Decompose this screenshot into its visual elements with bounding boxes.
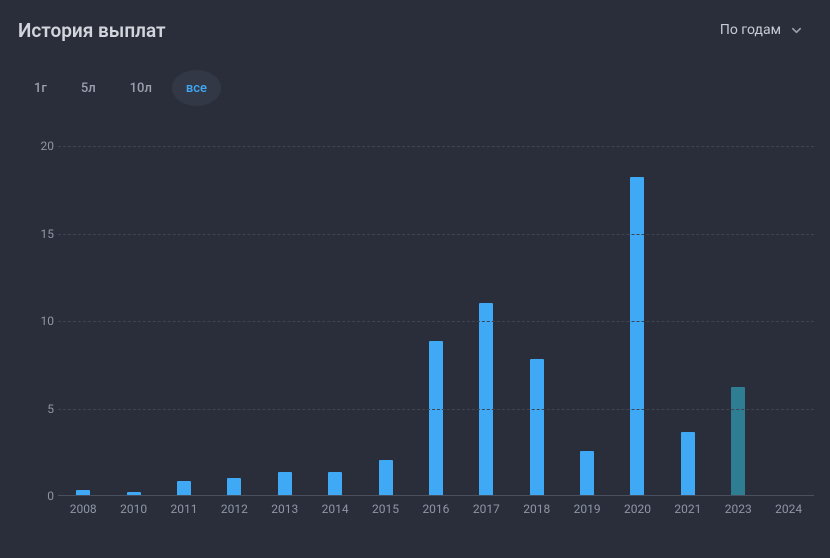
chart-bar[interactable] — [177, 481, 191, 495]
chart-gridline — [58, 321, 814, 322]
chart-xtick: 2010 — [127, 502, 141, 516]
range-button-все[interactable]: все — [172, 70, 221, 106]
chart-xtick: 2021 — [681, 502, 695, 516]
chart-xtick: 2019 — [580, 502, 594, 516]
chart-plot-area: 05101520 — [58, 146, 814, 496]
chart-bar[interactable] — [127, 492, 141, 496]
chart-xtick: 2020 — [630, 502, 644, 516]
grouping-dropdown-label: По годам — [720, 22, 781, 38]
chart-bar[interactable] — [580, 451, 594, 495]
range-selector: 1г5л10лвсе — [10, 70, 820, 106]
chart-xtick: 2018 — [530, 502, 544, 516]
chart-bar[interactable] — [227, 478, 241, 496]
chart-xtick: 2014 — [328, 502, 342, 516]
chart-gridline — [58, 146, 814, 147]
chart-ytick: 15 — [28, 227, 54, 241]
chart-xtick: 2013 — [278, 502, 292, 516]
chart-xtick: 2023 — [731, 502, 745, 516]
chart-bar[interactable] — [479, 303, 493, 496]
chart-bar[interactable] — [630, 177, 644, 496]
chart-xtick: 2012 — [227, 502, 241, 516]
grouping-dropdown[interactable]: По годам — [714, 18, 808, 42]
chart-ytick: 0 — [28, 489, 54, 503]
payout-bar-chart: 05101520 2008 2010 2011 2012 2013 2014 2015 201… — [28, 146, 818, 526]
chart-bar[interactable] — [530, 359, 544, 496]
chart-bar[interactable] — [278, 472, 292, 495]
chevron-down-icon — [791, 25, 802, 36]
chart-bar[interactable] — [328, 472, 342, 495]
chart-ytick: 20 — [28, 139, 54, 153]
chart-bar[interactable] — [429, 341, 443, 495]
chart-bar[interactable] — [731, 387, 745, 496]
chart-x-axis: 2008 2010 2011 2012 2013 2014 2015 2016 2017 2018… — [58, 502, 814, 516]
payout-history-panel: История выплат По годам 1г5л10лвсе 05101… — [0, 0, 830, 558]
chart-gridline — [58, 409, 814, 410]
header-row: История выплат По годам — [10, 18, 820, 42]
chart-xtick: 2008 — [76, 502, 90, 516]
chart-bar[interactable] — [681, 432, 695, 495]
chart-ytick: 10 — [28, 314, 54, 328]
chart-xtick: 2015 — [379, 502, 393, 516]
chart-gridline — [58, 234, 814, 235]
range-button-5л[interactable]: 5л — [67, 70, 110, 106]
range-button-1г[interactable]: 1г — [20, 70, 61, 106]
page-title: История выплат — [18, 19, 166, 42]
chart-ytick: 5 — [28, 402, 54, 416]
chart-xtick: 2011 — [177, 502, 191, 516]
chart-xtick: 2016 — [429, 502, 443, 516]
chart-bar[interactable] — [76, 490, 90, 495]
chart-xtick: 2017 — [479, 502, 493, 516]
chart-bar[interactable] — [379, 460, 393, 495]
chart-xtick: 2024 — [782, 502, 796, 516]
range-button-10л[interactable]: 10л — [116, 70, 166, 106]
